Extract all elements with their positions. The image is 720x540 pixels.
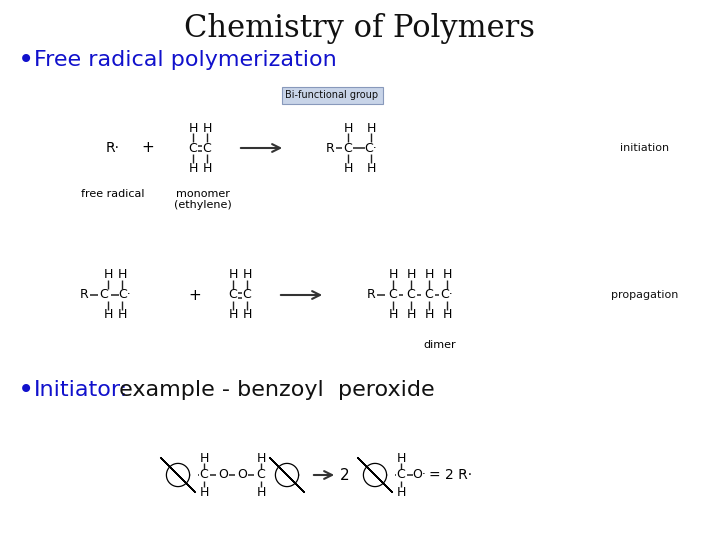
Text: Chemistry of Polymers: Chemistry of Polymers bbox=[184, 12, 536, 44]
Text: C: C bbox=[343, 141, 352, 154]
Text: H: H bbox=[243, 268, 252, 281]
Text: R: R bbox=[325, 141, 334, 154]
Text: Bi-functional group: Bi-functional group bbox=[285, 90, 379, 100]
Text: H: H bbox=[189, 161, 198, 174]
Text: H: H bbox=[366, 161, 376, 174]
Text: H: H bbox=[424, 268, 433, 281]
Text: H: H bbox=[103, 268, 113, 281]
Text: C: C bbox=[425, 288, 433, 301]
Text: +: + bbox=[142, 140, 154, 156]
Text: O: O bbox=[218, 469, 228, 482]
Text: H: H bbox=[406, 268, 415, 281]
Text: (ethylene): (ethylene) bbox=[174, 200, 232, 210]
Text: H: H bbox=[388, 308, 397, 321]
Text: +: + bbox=[189, 287, 202, 302]
Text: C: C bbox=[202, 141, 212, 154]
Text: propagation: propagation bbox=[611, 290, 679, 300]
Text: C·: C· bbox=[119, 288, 131, 301]
Text: •: • bbox=[18, 376, 35, 404]
Text: H: H bbox=[228, 268, 238, 281]
Text: H: H bbox=[343, 122, 353, 134]
Text: O: O bbox=[237, 469, 247, 482]
Text: C: C bbox=[256, 469, 266, 482]
Text: H: H bbox=[256, 451, 266, 464]
Text: H: H bbox=[243, 308, 252, 321]
Text: H: H bbox=[343, 161, 353, 174]
Text: H: H bbox=[189, 122, 198, 134]
Text: H: H bbox=[366, 122, 376, 134]
Text: R: R bbox=[366, 288, 375, 301]
Text: H: H bbox=[228, 308, 238, 321]
Text: C: C bbox=[229, 288, 238, 301]
Text: •: • bbox=[18, 46, 35, 74]
Text: Initiator:: Initiator: bbox=[34, 380, 128, 400]
Text: monomer: monomer bbox=[176, 189, 230, 199]
Text: H: H bbox=[202, 122, 212, 134]
Text: R: R bbox=[80, 288, 89, 301]
Text: H: H bbox=[442, 308, 451, 321]
Text: H: H bbox=[406, 308, 415, 321]
Text: C: C bbox=[189, 141, 197, 154]
Text: C·: C· bbox=[441, 288, 454, 301]
Text: initiation: initiation bbox=[621, 143, 670, 153]
Text: C: C bbox=[389, 288, 397, 301]
Text: H: H bbox=[199, 485, 209, 498]
Text: H: H bbox=[396, 451, 405, 464]
Text: C: C bbox=[243, 288, 251, 301]
Text: Free radical polymerization: Free radical polymerization bbox=[34, 50, 337, 70]
Text: C: C bbox=[397, 469, 405, 482]
Text: H: H bbox=[202, 161, 212, 174]
Text: C: C bbox=[99, 288, 109, 301]
Text: H: H bbox=[117, 308, 127, 321]
FancyBboxPatch shape bbox=[282, 86, 382, 104]
Text: dimer: dimer bbox=[423, 340, 456, 350]
Text: = 2 R·: = 2 R· bbox=[429, 468, 472, 482]
Text: H: H bbox=[199, 451, 209, 464]
Text: H: H bbox=[396, 485, 405, 498]
Text: R·: R· bbox=[106, 141, 120, 155]
Text: H: H bbox=[256, 485, 266, 498]
Text: free radical: free radical bbox=[81, 189, 145, 199]
Text: H: H bbox=[424, 308, 433, 321]
Text: O·: O· bbox=[412, 469, 426, 482]
Text: example - benzoyl  peroxide: example - benzoyl peroxide bbox=[112, 380, 435, 400]
Text: C·: C· bbox=[364, 141, 377, 154]
Text: H: H bbox=[442, 268, 451, 281]
Text: H: H bbox=[117, 268, 127, 281]
Text: H: H bbox=[388, 268, 397, 281]
Text: C: C bbox=[407, 288, 415, 301]
Text: H: H bbox=[103, 308, 113, 321]
Text: 2: 2 bbox=[340, 468, 350, 483]
Text: C: C bbox=[199, 469, 208, 482]
